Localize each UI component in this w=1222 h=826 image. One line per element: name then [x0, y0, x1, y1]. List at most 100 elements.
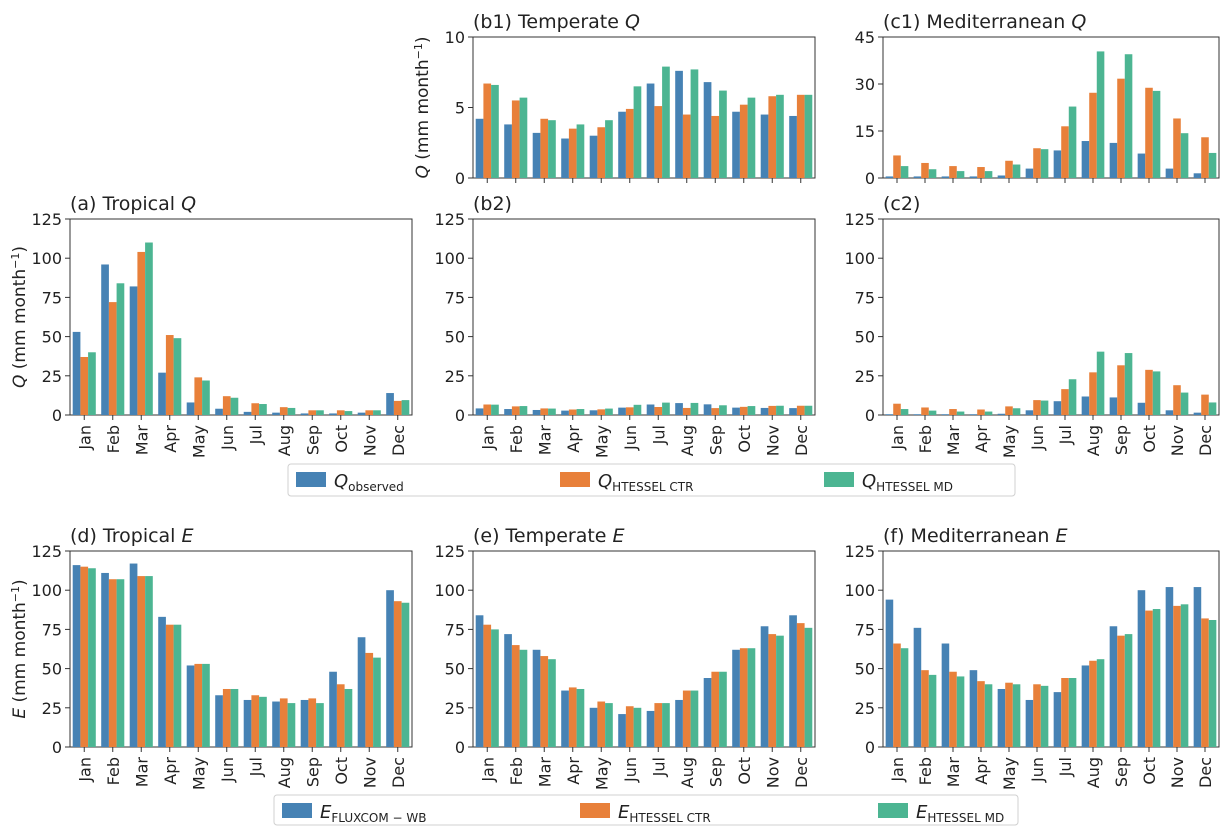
y-tick-label: 10	[445, 28, 465, 47]
bar-md	[401, 400, 410, 415]
y-tick-label: 0	[52, 406, 62, 425]
bar-observed	[272, 701, 280, 747]
x-tick-label: Feb	[916, 425, 935, 453]
bar-observed	[732, 649, 740, 747]
bar-md	[984, 411, 993, 415]
x-tick-label: Dec	[792, 425, 811, 456]
bar-ctr	[1089, 92, 1097, 178]
bar-md	[1040, 685, 1049, 747]
x-tick-label: Mar	[132, 425, 151, 456]
bar-md	[719, 671, 727, 747]
bar-observed	[789, 115, 797, 178]
legend-entry: EFLUXCOM − WB	[320, 802, 426, 825]
bar-ctr	[194, 377, 203, 415]
bar-observed	[243, 411, 252, 415]
bar-ctr	[949, 166, 957, 178]
x-tick-label: Sep	[706, 425, 725, 455]
legend-swatch	[580, 803, 610, 818]
bar-md	[1012, 408, 1021, 415]
legend-entry: EHTESSEL MD	[916, 802, 1004, 825]
bar-observed	[732, 407, 740, 415]
bar-observed	[72, 331, 81, 415]
x-tick-label: Jun	[218, 757, 237, 783]
bar-ctr	[308, 410, 317, 415]
bar-ctr	[1089, 660, 1097, 747]
legend-frame	[273, 794, 1019, 826]
bar-observed	[300, 699, 309, 747]
y-tick-label: 0	[455, 738, 465, 757]
axes-frame	[472, 218, 816, 416]
bar-md	[145, 242, 153, 415]
legend-entry: QHTESSEL CTR	[598, 471, 693, 494]
bar-md	[804, 627, 813, 747]
bar-md	[491, 629, 499, 747]
bar-md	[287, 703, 296, 747]
y-tick-label: 50	[855, 660, 875, 679]
x-tick-label: Jul	[1056, 757, 1075, 777]
bar-ctr	[711, 115, 720, 178]
x-tick-label: Mar	[944, 757, 963, 788]
bar-ctr	[308, 698, 317, 747]
x-tick-label: Aug	[678, 757, 697, 788]
bar-ctr	[80, 356, 89, 415]
bar-md	[776, 635, 784, 747]
bar-ctr	[893, 155, 901, 178]
bar-observed	[532, 409, 541, 415]
x-tick-label: Mar	[535, 757, 554, 788]
bar-ctr	[977, 167, 985, 178]
bar-md	[316, 410, 324, 415]
x-tick-label: Jun	[621, 425, 640, 451]
x-tick-label: Mar	[944, 425, 963, 456]
x-tick-label: Feb	[104, 757, 123, 785]
bar-observed	[300, 413, 309, 415]
x-tick-label: Dec	[1196, 425, 1215, 456]
bar-ctr	[511, 406, 520, 415]
y-tick-label: 100	[31, 581, 62, 600]
bar-ctr	[768, 96, 777, 178]
bar-md	[690, 402, 699, 415]
bar-ctr	[1117, 78, 1125, 178]
bar-md	[956, 171, 965, 178]
bar-md	[1068, 678, 1077, 747]
bar-ctr	[1173, 605, 1181, 747]
bar-ctr	[568, 409, 577, 415]
bar-observed	[1025, 699, 1034, 747]
bar-ctr	[597, 127, 606, 178]
x-tick-label: Mar	[132, 757, 151, 788]
bar-observed	[1109, 142, 1118, 178]
bar-ctr	[1033, 400, 1041, 415]
bar-observed	[1193, 412, 1202, 415]
bar-md	[900, 648, 909, 747]
bar-md	[984, 171, 993, 178]
bar-ctr	[711, 671, 720, 747]
bar-md	[605, 120, 613, 178]
bar-md	[519, 406, 528, 415]
bar-md	[491, 84, 499, 178]
bar-observed	[703, 82, 712, 178]
x-tick-label: Oct	[735, 757, 754, 785]
bar-ctr	[1061, 678, 1069, 747]
bar-observed	[129, 286, 138, 415]
bar-observed	[913, 176, 922, 178]
x-tick-label: Sep	[1112, 425, 1131, 455]
bar-ctr	[768, 634, 777, 747]
x-tick-label: Oct	[1140, 425, 1159, 453]
panel-title: (c1) Mediterranean Q	[883, 11, 1086, 33]
bar-ctr	[137, 576, 146, 747]
bar-ctr	[682, 407, 691, 415]
bar-md	[548, 120, 556, 178]
legend_e: EFLUXCOM − WB EHTESSEL CTR EHTESSEL MD	[273, 794, 1019, 826]
bar-ctr	[511, 645, 520, 747]
bar-md	[1012, 684, 1021, 747]
bar-observed	[703, 404, 712, 415]
bar-observed	[1053, 692, 1062, 747]
x-tick-label: Nov	[360, 757, 379, 788]
y-tick-label: 50	[42, 660, 62, 679]
bar-md	[202, 380, 210, 415]
x-tick-label: Sep	[303, 425, 322, 455]
bar-observed	[997, 175, 1006, 178]
bar-observed	[646, 83, 655, 178]
y-tick-label: 50	[855, 328, 875, 347]
bar-ctr	[625, 108, 634, 178]
bar-observed	[1137, 590, 1146, 747]
